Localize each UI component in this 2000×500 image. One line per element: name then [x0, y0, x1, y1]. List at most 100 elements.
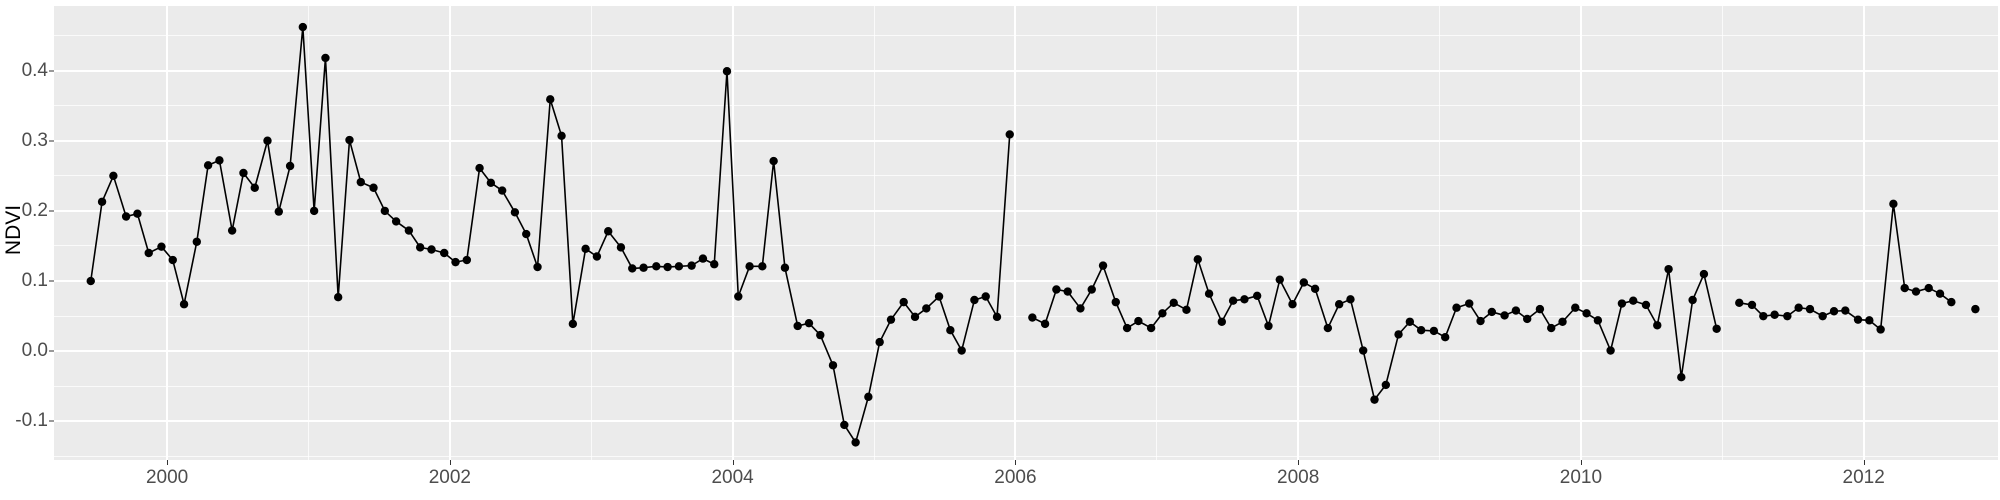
series-point: [1288, 300, 1297, 309]
x-axis-tick-mark: [1580, 460, 1582, 465]
series-point: [1911, 287, 1921, 296]
series-point: [546, 95, 555, 104]
gridline-minor-vertical: [1721, 6, 1723, 460]
series-point: [780, 263, 790, 272]
y-axis-tick-mark: [49, 70, 54, 72]
series-point: [1935, 289, 1945, 298]
x-axis-tick-mark: [449, 460, 451, 465]
series-point: [864, 392, 873, 402]
series-point: [604, 227, 613, 236]
series-point: [851, 438, 860, 447]
series-point: [946, 325, 955, 335]
series-point: [628, 264, 637, 273]
series-point: [734, 292, 743, 301]
gridline-minor-vertical: [307, 6, 309, 460]
series-point: [1465, 299, 1474, 308]
series-point: [1052, 285, 1061, 294]
series-point: [97, 197, 107, 206]
plot-panel: [54, 6, 1998, 460]
series-point: [1063, 287, 1072, 296]
series-point: [674, 262, 684, 271]
series-point: [1310, 284, 1320, 293]
series-point: [157, 242, 166, 251]
x-axis-tick-mark: [1015, 460, 1017, 465]
x-axis-tick-mark: [167, 460, 169, 465]
gridline-minor-horizontal: [54, 105, 1998, 107]
y-axis-tick-mark: [49, 210, 54, 212]
series-point: [1571, 303, 1580, 312]
series-point: [804, 318, 814, 328]
series-point: [1158, 309, 1167, 318]
series-point: [1476, 316, 1485, 326]
series-point: [1487, 307, 1497, 317]
series-point: [663, 262, 672, 272]
x-axis-tick-label: 2006: [994, 467, 1037, 488]
series-point: [568, 319, 578, 329]
series-point: [203, 161, 213, 170]
series-point: [1264, 321, 1273, 331]
x-axis-tick-mark: [732, 460, 734, 465]
series-point: [1111, 297, 1120, 307]
series-point: [1217, 317, 1227, 326]
series-point: [910, 312, 920, 322]
series-point: [745, 262, 754, 271]
series-point: [1606, 346, 1615, 355]
series-point: [1169, 298, 1178, 308]
series-point: [356, 177, 365, 187]
series-point: [109, 171, 118, 181]
series-point: [1122, 323, 1132, 333]
series-point: [475, 163, 484, 173]
y-axis-tick-label: 0.1: [21, 270, 48, 292]
gridline-major-horizontal: [54, 280, 1998, 283]
series-point: [427, 245, 436, 254]
series-point: [687, 261, 696, 270]
series-point: [1688, 295, 1697, 305]
x-axis-tick-label: 2002: [428, 467, 471, 488]
series-point: [581, 244, 590, 253]
series-point: [1182, 305, 1191, 315]
series-point: [1712, 324, 1721, 333]
series-point: [1735, 298, 1744, 308]
series-point: [652, 262, 661, 271]
gridline-major-vertical: [166, 6, 169, 460]
series-point: [1617, 299, 1627, 308]
series-point: [793, 321, 802, 331]
series-point: [133, 209, 142, 218]
series-point: [1441, 333, 1450, 342]
series-point: [121, 212, 131, 221]
series-point: [1653, 321, 1662, 330]
series-point: [1582, 309, 1591, 318]
series-point: [1747, 300, 1757, 310]
series-point: [1947, 297, 1956, 307]
series-point: [1452, 303, 1461, 312]
series-point: [239, 168, 248, 178]
y-axis-tick-label: -0.1: [15, 410, 48, 432]
x-axis-tick-mark: [1298, 460, 1300, 465]
gridline-major-horizontal: [54, 420, 1998, 423]
series-point: [922, 304, 931, 313]
gridline-minor-horizontal: [54, 385, 1998, 387]
series-point: [1299, 278, 1309, 287]
series-point: [1005, 130, 1014, 139]
series-point: [298, 22, 308, 32]
series-point: [497, 186, 507, 195]
series-point: [899, 297, 908, 307]
series-point: [1146, 323, 1156, 333]
gridline-major-horizontal: [54, 209, 1998, 212]
y-axis-tick-mark: [49, 350, 54, 352]
series-point: [345, 135, 354, 145]
series-point: [1416, 325, 1426, 335]
series-point: [144, 248, 153, 258]
gridline-major-vertical: [731, 6, 734, 460]
gridline-minor-vertical: [590, 6, 592, 460]
y-axis-tick-mark: [49, 280, 54, 282]
series-point: [309, 206, 319, 216]
series-point: [1805, 304, 1815, 314]
series-point: [1924, 283, 1933, 293]
series-point: [1699, 269, 1709, 279]
series-point: [1841, 306, 1850, 315]
series-point: [1523, 314, 1532, 324]
series-point: [1405, 317, 1415, 326]
series-point: [1818, 311, 1827, 321]
